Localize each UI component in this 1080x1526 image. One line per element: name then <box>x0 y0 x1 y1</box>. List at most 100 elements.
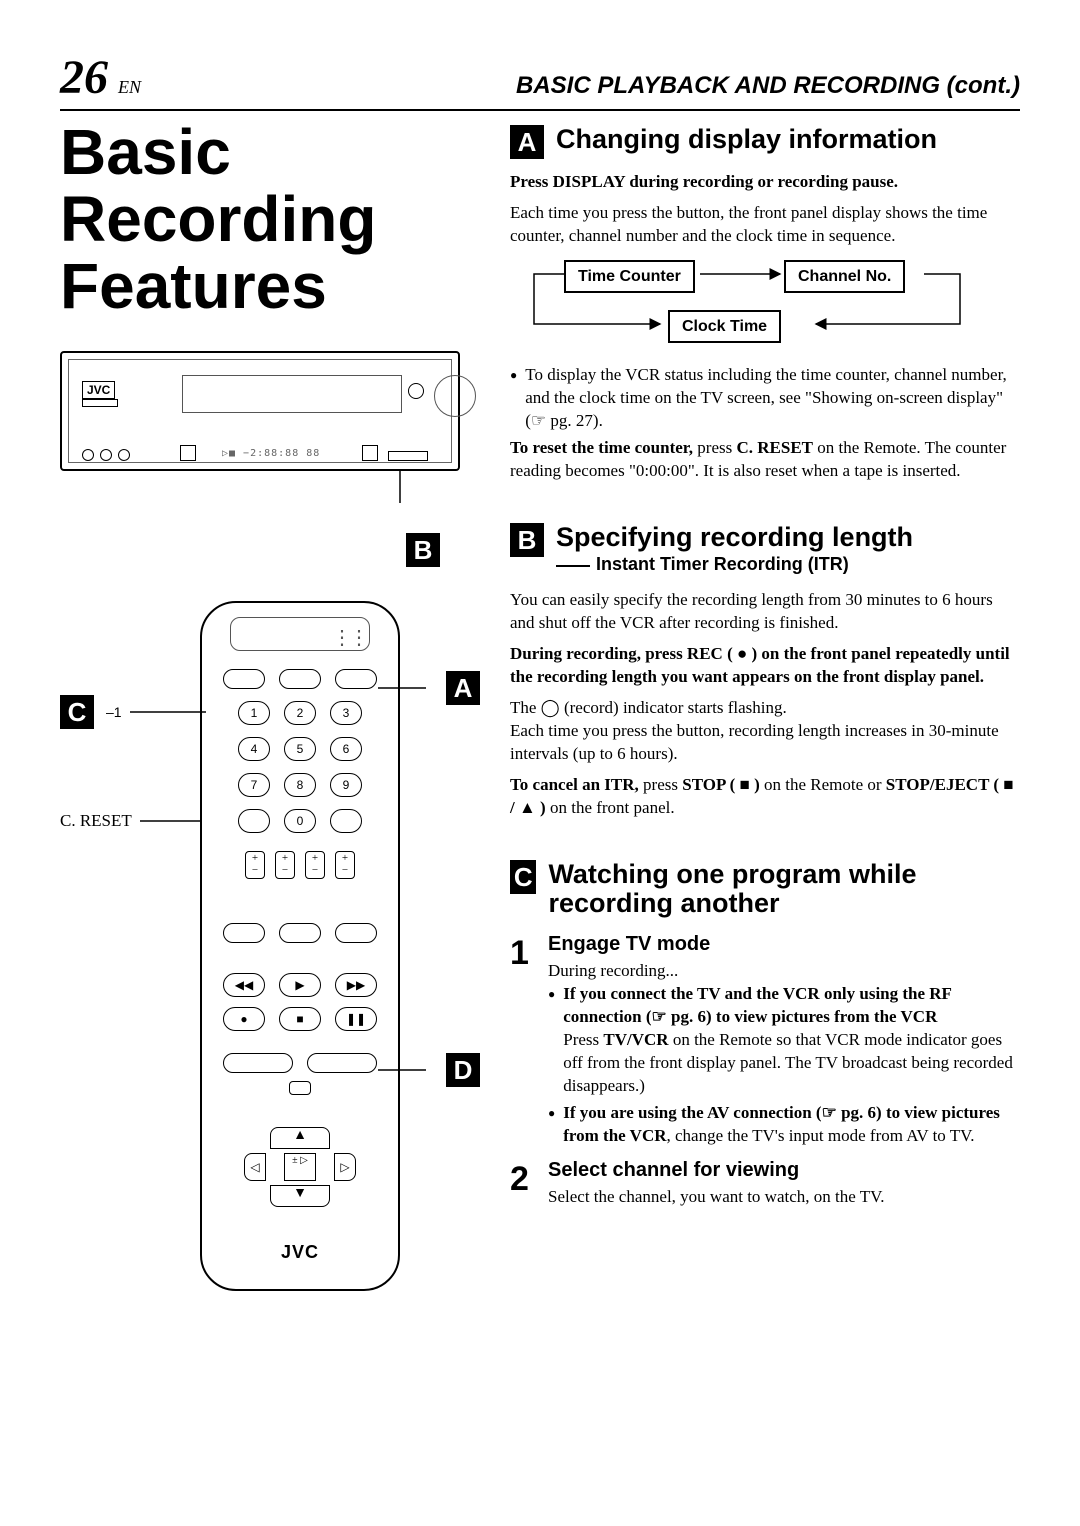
step-1-num: 1 <box>510 931 538 1152</box>
section-b-subtitle-row: Instant Timer Recording (ITR) <box>556 552 913 577</box>
remote-num-8: 8 <box>284 773 316 797</box>
callout-c: C –1 <box>60 695 210 729</box>
dpad-up: ▲ <box>270 1127 330 1149</box>
vcr-tape-slot <box>182 375 402 413</box>
vcr-logo: JVC <box>82 381 115 399</box>
remote-plusminus: +− <box>275 851 295 879</box>
vcr-av-jacks <box>82 449 130 461</box>
section-b-subtitle: Instant Timer Recording (ITR) <box>596 554 849 574</box>
remote-long-btn <box>307 1053 377 1073</box>
step-1-b2-body: , change the TV's input mode from AV to … <box>667 1126 975 1145</box>
section-b-p1: You can easily specify the recording len… <box>510 589 1020 635</box>
remote-logo: JVC <box>281 1242 319 1263</box>
callout-creset: C. RESET <box>60 811 206 831</box>
section-c-title: Watching one program while recording ano… <box>548 860 1020 919</box>
reset-bold: To reset the time counter, <box>510 438 693 457</box>
vcr-eject-button <box>408 383 424 399</box>
remote-num-1: 1 <box>238 701 270 725</box>
label-c-sub: –1 <box>106 704 122 720</box>
remote-pause-btn: ❚❚ <box>335 1007 377 1031</box>
vcr-button-1 <box>180 445 196 461</box>
remote-plusminus: +− <box>305 851 325 879</box>
remote-num-4: 4 <box>238 737 270 761</box>
section-b-p4: To cancel an ITR, press STOP ( ■ ) on th… <box>510 774 1020 820</box>
remote-num-3: 3 <box>330 701 362 725</box>
step-1-bullet2: If you are using the AV connection (☞ pg… <box>548 1102 1020 1148</box>
callout-d: D <box>378 1053 480 1087</box>
vcr-button-2 <box>362 445 378 461</box>
remote-stop-btn: ■ <box>279 1007 321 1031</box>
remote-bar-btn <box>335 923 377 943</box>
remote-btn-x <box>330 809 362 833</box>
remote-plusminus: +− <box>335 851 355 879</box>
remote-rew-btn: ◀◀ <box>223 973 265 997</box>
vcr-illustration: JVC ▷■ −2:88:88 88 B <box>60 351 480 521</box>
dpad-left: ◁ <box>244 1153 266 1181</box>
label-b-box: B <box>406 533 440 567</box>
remote-ff-btn: ▶▶ <box>335 973 377 997</box>
section-b-title: Specifying recording length <box>556 523 913 553</box>
label-d-box: D <box>446 1053 480 1087</box>
page-header: 26 EN BASIC PLAYBACK AND RECORDING (cont… <box>60 50 1020 111</box>
display-flow-diagram: Time Counter Channel No. Clock Time <box>520 258 980 348</box>
vcr-button-3 <box>388 451 428 461</box>
remote-small-btn <box>335 669 377 689</box>
section-a-label: A <box>510 125 544 159</box>
section-c-label: C <box>510 860 536 894</box>
main-title: Basic Recording Features <box>60 119 480 321</box>
remote-creset-btn <box>238 809 270 833</box>
step-1-b1-body: Press TV/VCR on the Remote so that VCR m… <box>563 1030 1013 1095</box>
remote-illustration: ⋮⋮ 1 2 3 4 5 6 7 <box>60 601 480 1301</box>
page-lang: EN <box>118 77 141 97</box>
remote-ir-dots: ⋮⋮ <box>332 625 366 650</box>
creset-label: C. RESET <box>60 811 132 831</box>
section-c-header: C Watching one program while recording a… <box>510 860 1020 919</box>
dpad-down: ▼ <box>270 1185 330 1207</box>
step-2-p1: Select the channel, you want to watch, o… <box>548 1186 1020 1209</box>
remote-small-btn <box>279 669 321 689</box>
section-a-p1: Each time you press the button, the fron… <box>510 202 1020 248</box>
header-title: BASIC PLAYBACK AND RECORDING (cont.) <box>516 72 1020 100</box>
vcr-display: ▷■ −2:88:88 88 <box>222 448 320 459</box>
section-b-header: B Specifying recording length Instant Ti… <box>510 523 1020 578</box>
section-b-p3b: Each time you press the button, recordin… <box>510 720 1020 766</box>
remote-rec-btn: ● <box>223 1007 265 1031</box>
flow-channel-no: Channel No. <box>784 260 905 294</box>
remote-num-0: 0 <box>284 809 316 833</box>
step-2-num: 2 <box>510 1157 538 1209</box>
flow-time-counter: Time Counter <box>564 260 695 294</box>
vcr-callout-label-b: B <box>406 533 440 567</box>
step-1: 1 Engage TV mode During recording... If … <box>510 931 1020 1152</box>
page-number-block: 26 EN <box>60 50 141 105</box>
dpad-center: ± ▷ <box>284 1153 316 1181</box>
section-b-p3a: The ◯ (record) indicator starts flashing… <box>510 697 1020 720</box>
label-a-box: A <box>446 671 480 705</box>
page-number: 26 <box>60 51 108 104</box>
remote-small-btn <box>223 669 265 689</box>
dpad-right: ▷ <box>334 1153 356 1181</box>
step-2-title: Select channel for viewing <box>548 1157 1020 1184</box>
remote-play-btn: ▶ <box>279 973 321 997</box>
vcr-power-button <box>82 399 118 407</box>
section-a-header: A Changing display information <box>510 125 1020 159</box>
section-a-lead: Press DISPLAY during recording or record… <box>510 171 1020 194</box>
remote-small-center <box>289 1081 311 1095</box>
remote-dpad: ▲ ▼ ◁ ▷ ± ▷ <box>250 1127 350 1207</box>
section-b-label: B <box>510 523 544 557</box>
vcr-jog-dial <box>434 375 476 417</box>
remote-bar-btn <box>223 923 265 943</box>
step-1-title: Engage TV mode <box>548 931 1020 958</box>
remote-num-2: 2 <box>284 701 316 725</box>
section-b-p2: During recording, press REC ( ● ) on the… <box>510 643 1020 689</box>
step-2: 2 Select channel for viewing Select the … <box>510 1157 1020 1209</box>
remote-num-5: 5 <box>284 737 316 761</box>
section-a-reset: To reset the time counter, press C. RESE… <box>510 437 1020 483</box>
remote-long-btn <box>223 1053 293 1073</box>
remote-num-9: 9 <box>330 773 362 797</box>
remote-num-6: 6 <box>330 737 362 761</box>
flow-clock-time: Clock Time <box>668 310 781 344</box>
remote-plusminus: +− <box>245 851 265 879</box>
step-1-b1-bold: If you connect the TV and the VCR only u… <box>563 984 951 1026</box>
remote-bar-btn <box>279 923 321 943</box>
section-a-bullet1-text: To display the VCR status including the … <box>525 364 1020 433</box>
